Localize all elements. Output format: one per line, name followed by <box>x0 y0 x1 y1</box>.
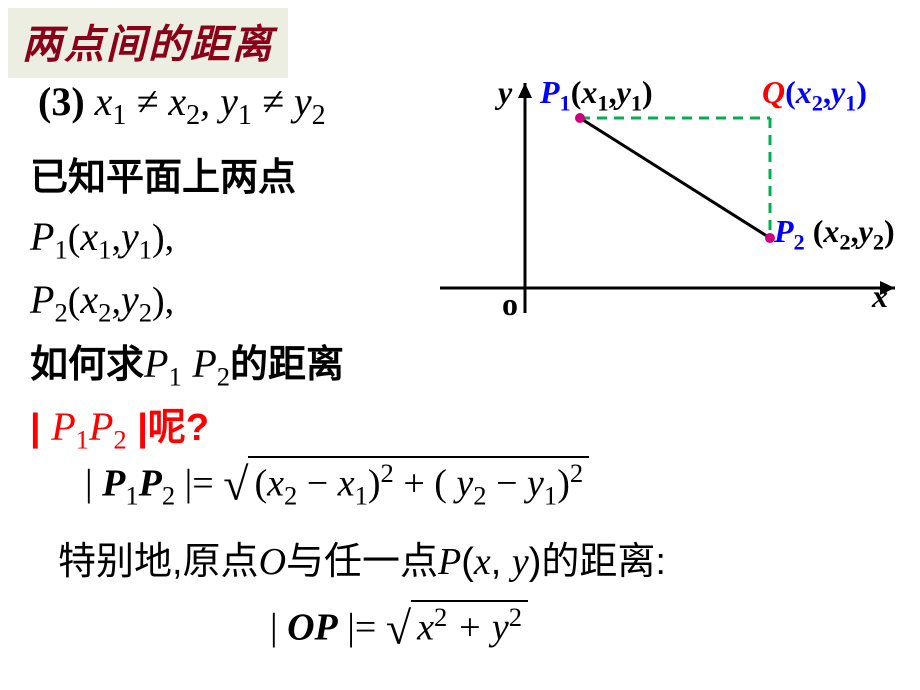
formula-op: | OP |= √x2 + y2 <box>270 600 528 655</box>
special-text: 特别地,原点O与任一点P(x, y)的距离: <box>58 530 666 585</box>
condition-line: (3) x1 ≠ x2, y1 ≠ y2 <box>38 78 326 132</box>
body-l1: 已知平面上两点 <box>30 150 344 207</box>
cond-num: (3) <box>38 79 85 124</box>
q-label: Q(x2,y1) <box>762 74 867 116</box>
cond-x: x1 ≠ x2, y1 ≠ y2 <box>95 79 326 124</box>
y-axis-label: y <box>498 74 512 111</box>
coordinate-graph: y x o P1(x1,y1) Q(x2,y1) P2 (x2,y2) <box>440 78 910 328</box>
formula-distance: | P1P2 |= √(x2 − x1)2 + ( y2 − y1)2 <box>85 456 589 511</box>
body-l3: P2(x2,y2), <box>30 270 344 333</box>
p2-label: P2 (x2,y2) <box>774 213 895 255</box>
x-axis-label: x <box>872 278 888 315</box>
body-l5: | P1P2 |呢? <box>30 397 344 460</box>
body-text: 已知平面上两点 P1(x1,y1), P2(x2,y2), 如何求P1 P2的距… <box>30 150 344 461</box>
body-l2: P1(x1,y1), <box>30 207 344 270</box>
body-l4: 如何求P1 P2的距离 <box>30 334 344 397</box>
page-title: 两点间的距离 <box>8 8 288 78</box>
origin-label: o <box>502 286 518 323</box>
p1-label: P1(x1,y1) <box>540 74 653 116</box>
